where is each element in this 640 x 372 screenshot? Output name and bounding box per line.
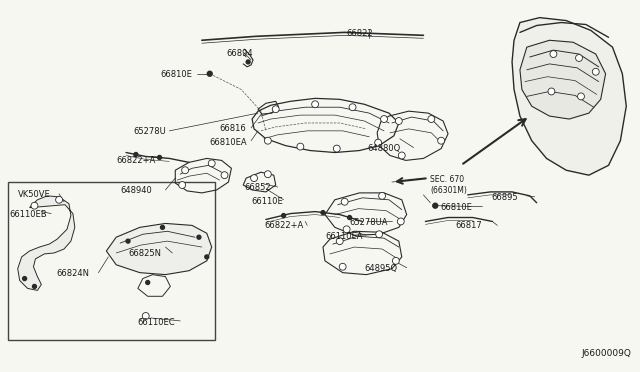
Circle shape (246, 60, 250, 64)
Circle shape (379, 192, 385, 199)
Circle shape (428, 116, 435, 122)
Circle shape (348, 215, 351, 219)
Bar (8, 182, 214, 340)
Circle shape (208, 160, 215, 167)
Circle shape (297, 143, 304, 150)
Circle shape (207, 71, 212, 76)
Text: 66110EC: 66110EC (138, 318, 175, 327)
Text: 66895: 66895 (492, 193, 518, 202)
Circle shape (182, 167, 189, 174)
Circle shape (343, 226, 350, 233)
Text: 65278U: 65278U (133, 127, 166, 136)
Text: 66894: 66894 (227, 49, 253, 58)
Text: VK50VE: VK50VE (18, 190, 51, 199)
Circle shape (264, 171, 271, 177)
Text: 64895Q: 64895Q (364, 264, 397, 273)
Polygon shape (512, 17, 627, 175)
Circle shape (349, 104, 356, 110)
Circle shape (31, 202, 38, 209)
Circle shape (264, 137, 271, 144)
Text: 66110EA: 66110EA (325, 232, 362, 241)
Circle shape (438, 137, 445, 144)
Text: 648940: 648940 (120, 186, 152, 195)
Circle shape (336, 238, 343, 245)
Polygon shape (18, 196, 75, 291)
Circle shape (312, 101, 319, 108)
Circle shape (550, 51, 557, 58)
Circle shape (251, 175, 257, 182)
Circle shape (398, 152, 405, 159)
Text: 66817: 66817 (455, 221, 482, 230)
Text: (66301M): (66301M) (430, 186, 467, 195)
Text: 66825N: 66825N (128, 249, 161, 258)
Circle shape (392, 257, 399, 264)
Text: 64880Q: 64880Q (367, 144, 401, 153)
Text: 66810E: 66810E (161, 70, 193, 79)
Circle shape (592, 68, 599, 75)
Circle shape (333, 145, 340, 152)
Circle shape (548, 88, 555, 95)
Circle shape (272, 106, 279, 113)
Circle shape (321, 211, 325, 215)
Circle shape (142, 312, 149, 320)
Circle shape (221, 172, 228, 179)
Circle shape (575, 55, 582, 61)
Polygon shape (106, 224, 212, 275)
Circle shape (179, 182, 186, 189)
Circle shape (341, 198, 348, 205)
Circle shape (146, 280, 150, 285)
Polygon shape (520, 40, 605, 119)
Circle shape (339, 263, 346, 270)
Circle shape (205, 255, 209, 259)
Text: 66810EA: 66810EA (210, 138, 248, 147)
Circle shape (126, 239, 130, 243)
Text: 66852: 66852 (244, 183, 271, 192)
Circle shape (56, 196, 63, 203)
Circle shape (22, 277, 27, 280)
Circle shape (376, 231, 383, 238)
Text: 66822+A: 66822+A (116, 157, 156, 166)
Circle shape (381, 116, 387, 122)
Text: 66110E: 66110E (251, 197, 283, 206)
Text: SEC. 670: SEC. 670 (430, 175, 465, 184)
Text: 66110EB: 66110EB (10, 210, 47, 219)
Circle shape (433, 203, 438, 208)
Circle shape (577, 93, 584, 100)
Text: 66822: 66822 (347, 29, 373, 38)
Text: J6600009Q: J6600009Q (581, 349, 631, 359)
Text: 66824N: 66824N (56, 269, 89, 278)
Circle shape (161, 225, 164, 229)
Text: 66816: 66816 (220, 124, 246, 133)
Circle shape (282, 214, 285, 218)
Circle shape (134, 153, 138, 157)
Text: 66822+A: 66822+A (264, 221, 303, 230)
Circle shape (374, 139, 381, 146)
Circle shape (157, 155, 161, 160)
Text: 65278UA: 65278UA (349, 218, 388, 227)
Text: 66810E: 66810E (440, 203, 472, 212)
Circle shape (396, 118, 403, 125)
Circle shape (33, 285, 36, 288)
Circle shape (397, 218, 404, 225)
Circle shape (197, 235, 201, 239)
